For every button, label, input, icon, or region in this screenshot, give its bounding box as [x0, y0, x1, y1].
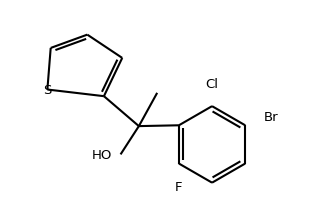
Text: F: F [175, 180, 183, 193]
Text: Br: Br [263, 111, 278, 124]
Text: HO: HO [92, 148, 112, 161]
Text: Cl: Cl [206, 78, 219, 91]
Text: S: S [43, 84, 52, 97]
